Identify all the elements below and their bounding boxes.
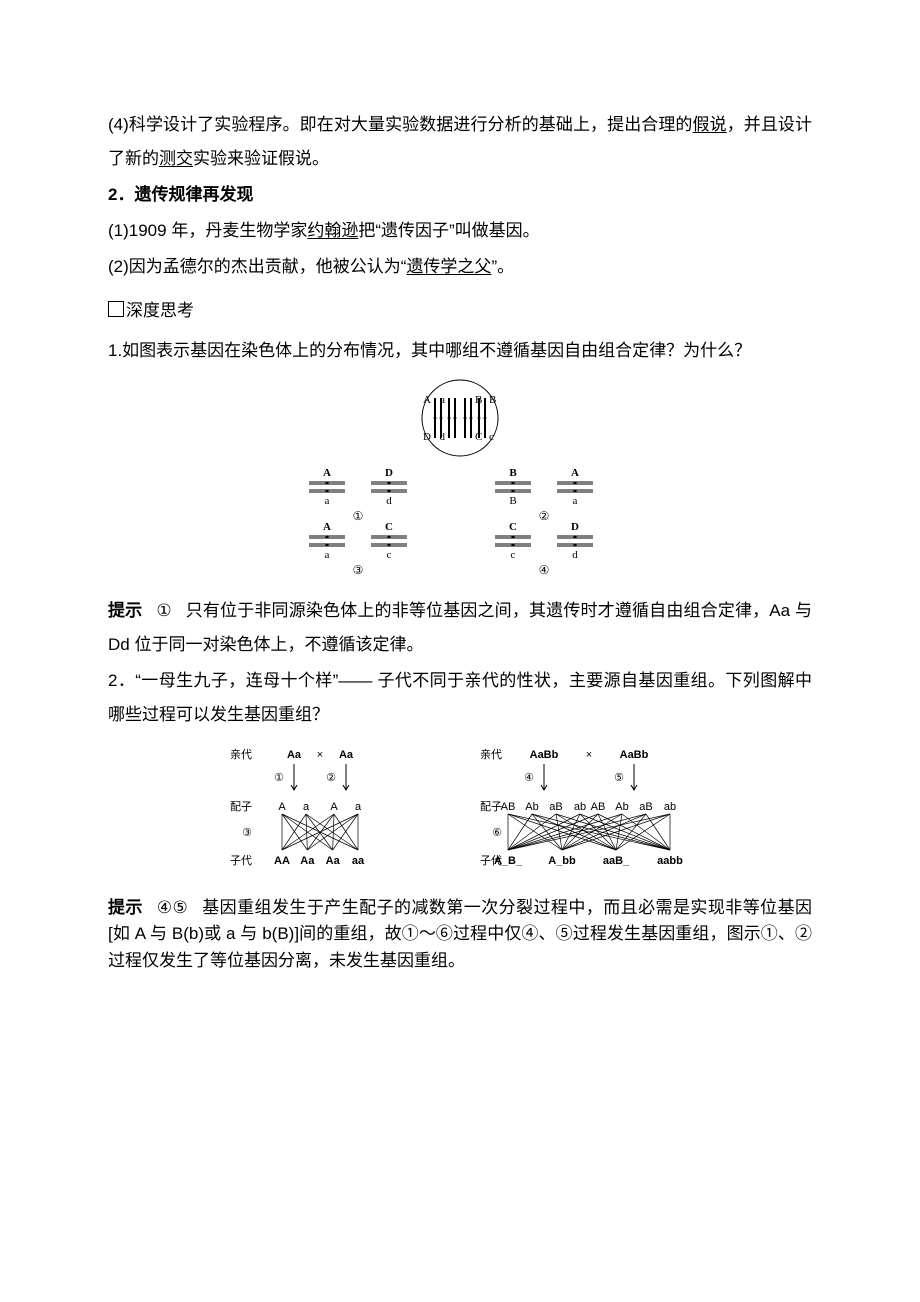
svg-text:B: B	[489, 394, 496, 406]
svg-text:a: a	[325, 549, 330, 561]
svg-text:AaBb: AaBb	[530, 749, 559, 761]
svg-text:d: d	[440, 431, 446, 443]
hint-label: 提示	[108, 601, 142, 620]
underline-yuehansun: 约翰逊	[307, 221, 358, 240]
text: (2)因为孟德尔的杰出贡献，他被公认为“	[108, 257, 406, 276]
svg-text:A: A	[323, 467, 331, 479]
underline-father-of-genetics: 遗传学之父	[406, 257, 491, 276]
paragraph-4: (4)科学设计了实验程序。即在对大量实验数据进行分析的基础上，提出合理的假说，并…	[108, 108, 812, 176]
underline-cejiao: 测交	[159, 149, 193, 168]
svg-text:Aa: Aa	[287, 749, 302, 761]
hint-marker: ④⑤	[157, 898, 188, 917]
underline-jiashuo: 假说	[693, 115, 727, 134]
figure-2: 亲代Aa×Aa①②配子AaAa③子代AAAaAaaa亲代AaBb×AaBb④⑤配…	[108, 742, 812, 889]
svg-text:A_bb: A_bb	[548, 855, 576, 867]
svg-text:AB: AB	[591, 801, 606, 813]
svg-text:A: A	[423, 394, 431, 406]
square-icon	[108, 301, 124, 317]
svg-text:AaBb: AaBb	[620, 749, 649, 761]
svg-text:A_B_: A_B_	[494, 855, 523, 867]
svg-text:B: B	[509, 495, 516, 507]
svg-text:④: ④	[539, 563, 550, 576]
text: ”。	[491, 257, 514, 276]
svg-text:①: ①	[353, 509, 364, 523]
deep-think-heading: 深度思考	[108, 294, 812, 328]
svg-text:②: ②	[539, 509, 550, 523]
hint-2: 提示 ④⑤基因重组发生于产生配子的减数第一次分裂过程中，而且必需是实现非等位基因[…	[108, 895, 812, 974]
svg-text:a: a	[325, 495, 330, 507]
svg-text:Aa: Aa	[300, 855, 315, 867]
paragraph-2-2: (2)因为孟德尔的杰出贡献，他被公认为“遗传学之父”。	[108, 250, 812, 284]
hint-marker: ①	[156, 601, 171, 620]
svg-text:③: ③	[242, 827, 252, 839]
text: (4)科学设计了实验程序。即在对大量实验数据进行分析的基础上，提出合理的	[108, 115, 693, 134]
svg-text:B: B	[509, 467, 517, 479]
svg-text:D: D	[423, 431, 431, 443]
svg-text:A: A	[323, 521, 331, 533]
cross-diagram: 亲代Aa×Aa①②配子AaAa③子代AAAaAaaa亲代AaBb×AaBb④⑤配…	[200, 742, 720, 877]
svg-text:亲代: 亲代	[480, 747, 502, 761]
svg-text:ab: ab	[664, 801, 676, 813]
page: (4)科学设计了实验程序。即在对大量实验数据进行分析的基础上，提出合理的假说，并…	[0, 0, 920, 1302]
svg-text:×: ×	[317, 749, 323, 761]
svg-text:Ab: Ab	[525, 801, 538, 813]
svg-text:A: A	[571, 467, 579, 479]
svg-text:③: ③	[353, 563, 364, 576]
svg-text:D: D	[385, 467, 393, 479]
svg-text:①: ①	[274, 772, 284, 784]
svg-text:④: ④	[524, 772, 534, 784]
svg-text:aabb: aabb	[657, 855, 683, 867]
text: 实验来验证假说。	[193, 149, 329, 168]
svg-text:⑥: ⑥	[492, 827, 502, 839]
svg-text:C: C	[509, 521, 517, 533]
svg-text:d: d	[572, 549, 578, 561]
heading-2: 2．遗传规律再发现	[108, 178, 812, 212]
svg-text:AA: AA	[274, 855, 290, 867]
hint-text: 只有位于非同源染色体上的非等位基因之间，其遗传时才遵循自由组合定律，Aa 与 D…	[108, 601, 812, 654]
hint-1: 提示 ①只有位于非同源染色体上的非等位基因之间，其遗传时才遵循自由组合定律，Aa …	[108, 594, 812, 662]
svg-text:a: a	[355, 801, 362, 813]
svg-text:a: a	[303, 801, 310, 813]
svg-text:Ab: Ab	[615, 801, 628, 813]
hint-text: 基因重组发生于产生配子的减数第一次分裂过程中，而且必需是实现非等位基因[如 A …	[108, 898, 812, 970]
svg-text:配子: 配子	[230, 800, 252, 813]
text: (1)1909 年，丹麦生物学家	[108, 221, 307, 240]
svg-text:Aa: Aa	[326, 855, 341, 867]
svg-text:aB: aB	[639, 801, 652, 813]
svg-text:aa: aa	[352, 855, 365, 867]
paragraph-2-1: (1)1909 年，丹麦生物学家约翰逊把“遗传因子”叫做基因。	[108, 214, 812, 248]
svg-text:C: C	[385, 521, 393, 533]
svg-text:配子: 配子	[480, 800, 502, 813]
svg-text:⑤: ⑤	[614, 772, 624, 784]
question-2: 2．“一母生九子，连母十个样”—— 子代不同于亲代的性状，主要源自基因重组。下列…	[108, 664, 812, 732]
svg-text:aaB_: aaB_	[603, 855, 630, 867]
svg-text:c: c	[489, 431, 494, 443]
svg-text:a: a	[573, 495, 578, 507]
svg-text:c: c	[387, 549, 392, 561]
svg-text:c: c	[511, 549, 516, 561]
svg-text:D: D	[571, 521, 579, 533]
svg-text:②: ②	[326, 772, 336, 784]
svg-text:亲代: 亲代	[230, 747, 252, 761]
svg-text:A: A	[330, 801, 338, 813]
svg-text:子代: 子代	[230, 854, 252, 867]
svg-text:aB: aB	[549, 801, 562, 813]
svg-text:a: a	[440, 394, 445, 406]
figure-1: ADadBCBcAaDd①BBAa②AaCc③CcDd④	[108, 378, 812, 588]
svg-text:A: A	[278, 801, 286, 813]
chromosome-diagram: ADadBCBcAaDd①BBAa②AaCc③CcDd④	[265, 378, 655, 576]
svg-text:AB: AB	[501, 801, 516, 813]
svg-text:Aa: Aa	[339, 749, 354, 761]
svg-text:ab: ab	[574, 801, 586, 813]
question-1: 1.如图表示基因在染色体上的分布情况，其中哪组不遵循基因自由组合定律？为什么？	[108, 334, 812, 368]
text: 深度思考	[126, 301, 194, 320]
svg-text:×: ×	[586, 749, 592, 761]
text: 把“遗传因子”叫做基因。	[358, 221, 539, 240]
hint-label: 提示	[108, 898, 143, 917]
svg-text:d: d	[386, 495, 392, 507]
